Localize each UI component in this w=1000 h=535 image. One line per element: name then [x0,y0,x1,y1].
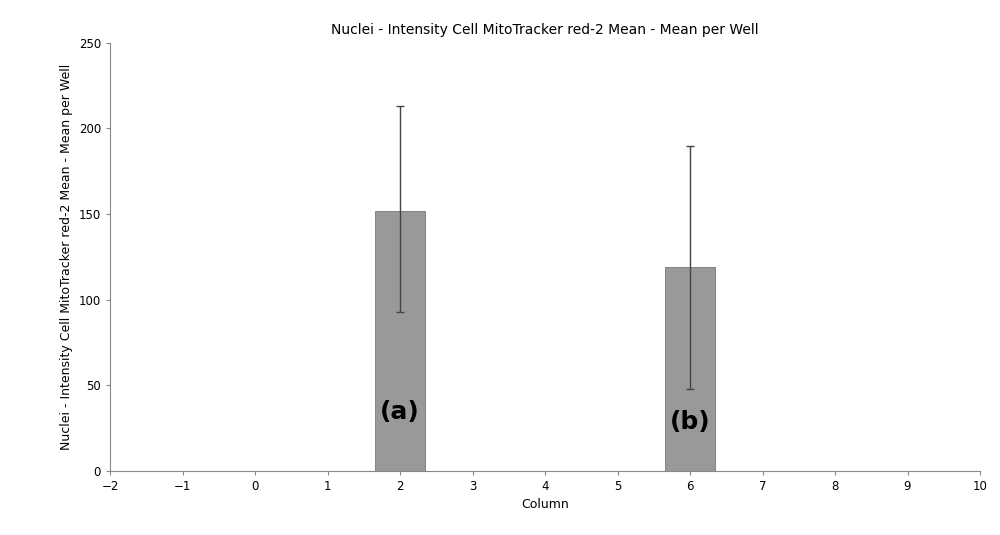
Y-axis label: Nuclei - Intensity Cell MitoTracker red-2 Mean - Mean per Well: Nuclei - Intensity Cell MitoTracker red-… [60,64,73,450]
Title: Nuclei - Intensity Cell MitoTracker red-2 Mean - Mean per Well: Nuclei - Intensity Cell MitoTracker red-… [331,24,759,37]
Text: (b): (b) [670,410,710,434]
X-axis label: Column: Column [521,499,569,511]
Bar [375,211,425,471]
Bar [665,267,715,471]
Text: (a): (a) [380,400,420,424]
